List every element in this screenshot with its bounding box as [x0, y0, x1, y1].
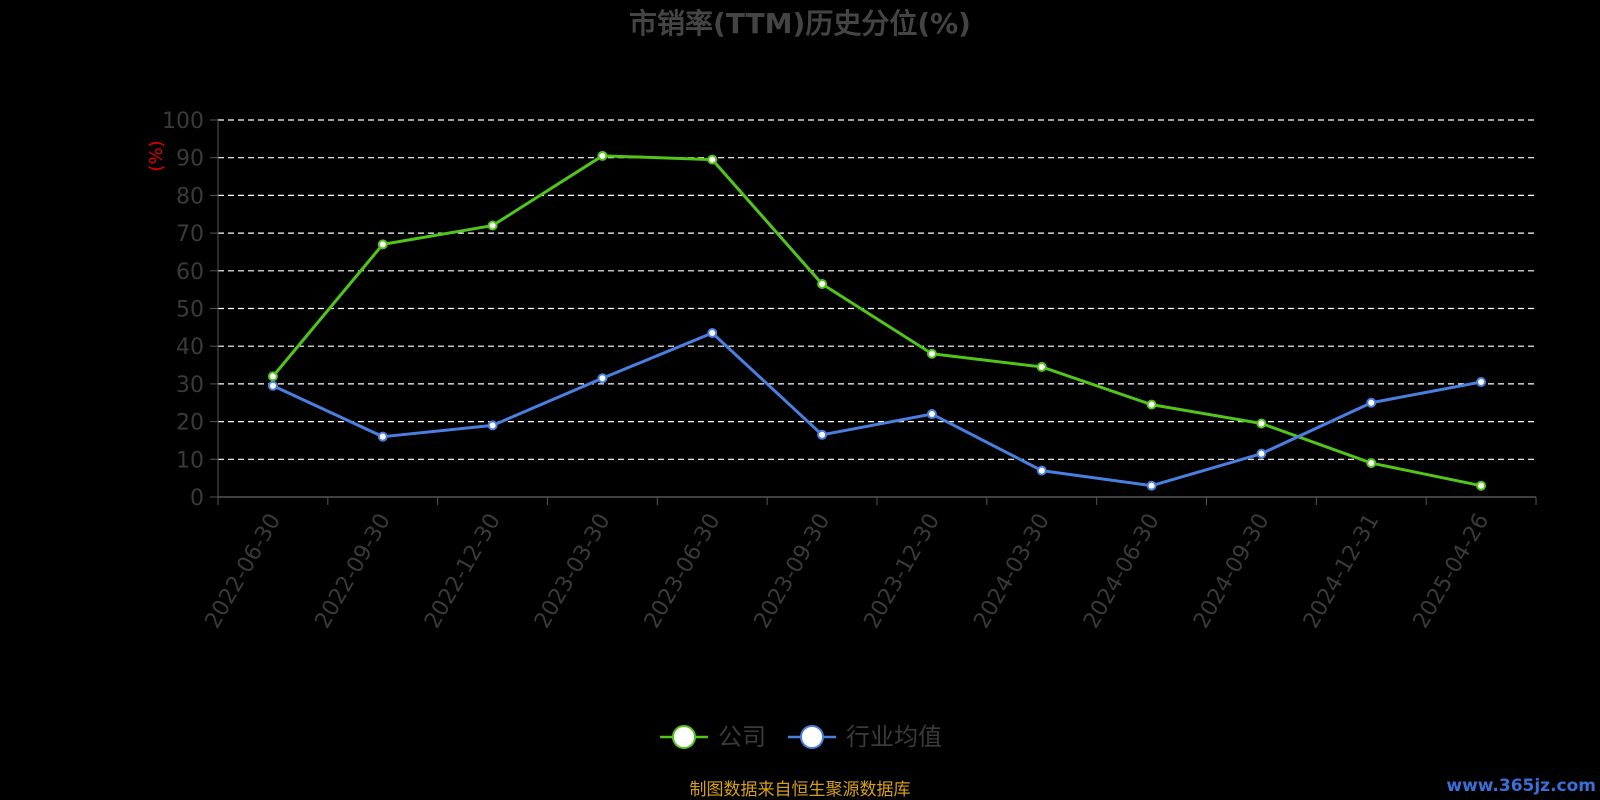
y-tick-label: 100 [162, 109, 204, 134]
y-tick-label: 30 [176, 373, 204, 398]
y-tick-label: 80 [176, 184, 204, 209]
data-source-note: 制图数据来自恒生聚源数据库 [690, 780, 911, 800]
x-tick-label: 2024-12-31 [1299, 510, 1385, 633]
series-公司 [267, 150, 1487, 491]
legend-marker [672, 725, 696, 749]
data-point [1256, 418, 1267, 429]
x-tick-label: 2022-12-30 [420, 510, 506, 633]
series-行业均值 [267, 328, 1487, 491]
x-tick-label: 2024-09-30 [1189, 510, 1275, 633]
data-point [926, 348, 937, 359]
data-point [1366, 458, 1377, 469]
y-tick-label: 40 [176, 335, 204, 360]
legend: 公司 行业均值 [660, 723, 942, 751]
data-point [377, 239, 388, 250]
legend-label: 公司 [718, 723, 766, 751]
data-point [267, 380, 278, 391]
y-tick-label: 90 [176, 147, 204, 172]
x-axis: 2022-06-30 2022-09-30 2022-12-30 2023-03-30… [201, 496, 1537, 633]
data-point [1256, 448, 1267, 459]
data-point [1036, 465, 1047, 476]
y-tick-label: 10 [176, 448, 204, 473]
x-tick-label: 2023-12-30 [860, 510, 946, 633]
y-axis: 0 10 20 30 40 50 60 70 80 90 100 [162, 109, 219, 511]
watermark: www.365jz.com [1446, 776, 1596, 796]
series-line [272, 331, 1482, 488]
y-tick-label: 20 [176, 411, 204, 436]
legend-item[interactable]: 行业均值 [788, 723, 942, 751]
series-group [267, 150, 1487, 491]
data-point [817, 429, 828, 440]
y-tick-label: 0 [190, 486, 204, 511]
legend-marker [800, 725, 824, 749]
y-tick-label: 60 [176, 260, 204, 285]
y-tick-label: 50 [176, 298, 204, 323]
data-point [597, 373, 608, 384]
x-tick-label: 2024-06-30 [1079, 510, 1165, 633]
series-line [271, 154, 1482, 488]
data-point [1146, 480, 1157, 491]
data-point [487, 220, 498, 231]
x-tick-label: 2023-09-30 [750, 510, 836, 633]
x-tick-label: 2024-03-30 [969, 510, 1055, 633]
data-point [267, 371, 278, 382]
chart-title: 市销率(TTM)历史分位(%) [629, 7, 971, 40]
data-point [1146, 399, 1157, 410]
data-point [1476, 480, 1487, 491]
x-tick-label: 2022-09-30 [310, 510, 396, 633]
x-tick-label: 2023-03-30 [530, 510, 616, 633]
grid-lines [218, 119, 1536, 460]
x-tick-label: 2023-06-30 [640, 510, 726, 633]
data-point [707, 154, 718, 165]
data-point [926, 409, 937, 420]
data-point [487, 420, 498, 431]
y-tick-label: 70 [176, 222, 204, 247]
data-point [1476, 377, 1487, 388]
x-tick-label: 2025-04-26 [1409, 510, 1495, 633]
data-point [1036, 361, 1047, 372]
legend-item[interactable]: 公司 [660, 723, 766, 751]
data-point [707, 328, 718, 339]
data-point [817, 278, 828, 289]
data-point [597, 150, 608, 161]
x-tick-label: 2022-06-30 [201, 510, 287, 633]
data-point [1366, 397, 1377, 408]
y-axis-unit: (%) [146, 140, 167, 171]
legend-label: 行业均值 [846, 723, 942, 751]
data-point [377, 431, 388, 442]
